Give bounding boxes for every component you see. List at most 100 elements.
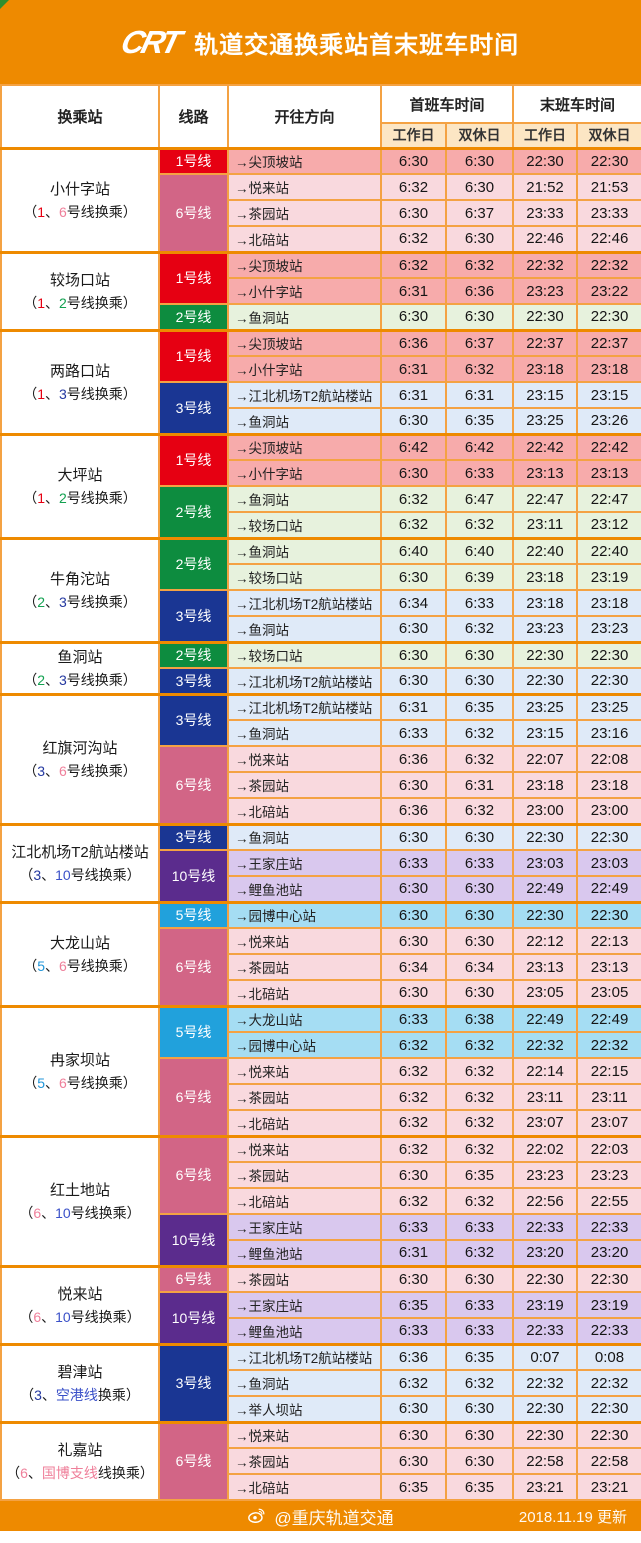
time-cell: 22:47 xyxy=(512,485,579,513)
time-cell: 23:18 xyxy=(512,589,579,617)
time-cell: 23:20 xyxy=(512,1239,579,1267)
time-cell: 23:05 xyxy=(576,979,641,1007)
direction-cell: →茶园站 xyxy=(227,199,382,227)
station-cell: 悦来站 （6、10号线换乘） xyxy=(0,1264,160,1345)
table-row: →茶园站 6:30 6:30 22:58 22:58 xyxy=(1,1447,641,1475)
direction-cell: →江北机场T2航站楼站 xyxy=(227,381,382,409)
time-cell: 23:07 xyxy=(576,1109,641,1137)
time-cell: 22:56 xyxy=(512,1187,579,1215)
time-cell: 22:30 xyxy=(512,1420,579,1449)
line-badge: 6号线 xyxy=(158,1420,229,1501)
time-cell: 6:32 xyxy=(444,797,515,825)
time-cell: 6:31 xyxy=(380,692,447,721)
table-row: →鱼洞站 6:33 6:32 23:15 23:16 xyxy=(1,719,641,747)
time-cell: 23:18 xyxy=(576,771,641,799)
table-row: →鱼洞站 6:30 6:35 23:25 23:26 xyxy=(1,407,641,435)
station-cell: 江北机场T2航站楼站 （3、10号线换乘） xyxy=(0,822,160,903)
time-cell: 23:19 xyxy=(576,1291,641,1319)
time-cell: 22:30 xyxy=(576,1420,641,1449)
table-row: 6号线 →悦来站 6:30 6:30 22:12 22:13 xyxy=(1,927,641,1007)
timetable: 换乘站 线路 开往方向 首班车时间 末班车时间 工作日 双休日 工作日 双休日 … xyxy=(0,84,641,1501)
time-cell: 6:35 xyxy=(444,1342,515,1371)
station-cell: 红土地站 （6、10号线换乘） xyxy=(0,1134,160,1267)
time-cell: 6:33 xyxy=(380,849,447,877)
time-cell: 6:35 xyxy=(380,1473,447,1501)
station-transfer-note: （3、空港线换乘） xyxy=(20,1387,140,1403)
col-header-first-weekend: 双休日 xyxy=(444,122,515,149)
time-cell: 6:30 xyxy=(380,979,447,1007)
time-cell: 6:30 xyxy=(444,1264,515,1293)
time-cell: 6:30 xyxy=(444,667,515,695)
station-transfer-note: （6、国博支线线换乘） xyxy=(6,1465,154,1482)
table-row: →北碚站 6:30 6:30 23:05 23:05 xyxy=(1,979,641,1007)
time-cell: 6:30 xyxy=(444,1395,515,1423)
direction-cell: →茶园站 xyxy=(227,1264,382,1293)
time-cell: 6:35 xyxy=(444,1161,515,1189)
direction-cell: →鱼洞站 xyxy=(227,407,382,435)
line-badge: 2号线 xyxy=(158,536,229,591)
time-cell: 22:33 xyxy=(576,1317,641,1345)
table-row: 3号线 →江北机场T2航站楼站 6:30 6:30 22:30 22:30 xyxy=(1,667,641,695)
direction-cell: →尖顶坡站 xyxy=(227,432,382,461)
time-cell: 22:33 xyxy=(512,1317,579,1345)
time-cell: 22:58 xyxy=(512,1447,579,1475)
col-header-last-weekend: 双休日 xyxy=(576,122,641,149)
time-cell: 23:23 xyxy=(512,615,579,643)
time-cell: 22:14 xyxy=(512,1057,579,1085)
time-cell: 6:32 xyxy=(444,1057,515,1085)
time-cell: 6:32 xyxy=(444,355,515,383)
time-cell: 6:30 xyxy=(380,1161,447,1189)
direction-cell: →江北机场T2航站楼站 xyxy=(227,1342,382,1371)
time-cell: 6:32 xyxy=(444,511,515,539)
line-badge: 3号线 xyxy=(158,589,229,643)
time-cell: 6:30 xyxy=(444,822,515,851)
station-transfer-note: （5、6号线换乘） xyxy=(23,958,137,974)
table-row: →鱼洞站 6:32 6:32 22:32 22:32 xyxy=(1,1369,641,1397)
time-cell: 6:30 xyxy=(380,407,447,435)
table-row: →小什字站 6:30 6:33 23:13 23:13 xyxy=(1,459,641,487)
time-cell: 6:30 xyxy=(444,875,515,903)
table-row: 小什字站 （1、6号线换乘） 1号线 →尖顶坡站 6:30 6:30 22:30 22:30 xyxy=(0,146,641,253)
time-cell: 22:30 xyxy=(576,146,641,175)
time-cell: 6:30 xyxy=(380,1264,447,1293)
table-row: 10号线 →王家庄站 6:33 6:33 23:03 23:03 xyxy=(1,849,641,903)
table-row: →北碚站 6:32 6:30 22:46 22:46 xyxy=(1,225,641,253)
timetable-body: 小什字站 （1、6号线换乘） 1号线 →尖顶坡站 6:30 6:30 22:30 22:30 6… xyxy=(0,146,641,1501)
time-cell: 6:32 xyxy=(444,615,515,643)
direction-cell: →鱼洞站 xyxy=(227,303,382,331)
footer: @重庆轨道交通 2018.11.19 更新 xyxy=(0,1501,641,1531)
time-cell: 22:32 xyxy=(512,1369,579,1397)
time-cell: 6:31 xyxy=(444,381,515,409)
time-cell: 6:36 xyxy=(444,277,515,305)
direction-cell: →尖顶坡站 xyxy=(227,146,382,175)
table-row: 6号线 →悦来站 6:32 6:32 22:14 22:15 xyxy=(1,1057,641,1137)
time-cell: 6:32 xyxy=(380,1109,447,1137)
time-cell: 6:33 xyxy=(380,1004,447,1033)
time-cell: 6:32 xyxy=(444,1134,515,1163)
time-cell: 6:32 xyxy=(380,511,447,539)
time-cell: 6:30 xyxy=(380,667,447,695)
time-cell: 6:34 xyxy=(444,953,515,981)
time-cell: 6:30 xyxy=(380,1447,447,1475)
table-row: 悦来站 （6、10号线换乘） 6号线 →茶园站 6:30 6:30 22:30 22:30 xyxy=(0,1264,641,1345)
time-cell: 6:32 xyxy=(444,745,515,773)
weibo-icon xyxy=(247,1506,267,1526)
time-cell: 6:30 xyxy=(380,199,447,227)
col-header-last-train: 末班车时间 xyxy=(512,84,641,124)
time-cell: 6:30 xyxy=(380,875,447,903)
time-cell: 21:53 xyxy=(576,173,641,201)
station-transfer-note: （6、10号线换乘） xyxy=(19,1309,141,1325)
line-badge: 6号线 xyxy=(158,927,229,1007)
direction-cell: →小什字站 xyxy=(227,277,382,305)
time-cell: 6:35 xyxy=(444,692,515,721)
station-transfer-note: （5、6号线换乘） xyxy=(23,1075,137,1091)
table-header-row: 换乘站 线路 开往方向 首班车时间 末班车时间 xyxy=(0,84,641,149)
time-cell: 23:19 xyxy=(576,563,641,591)
direction-cell: →鱼洞站 xyxy=(227,719,382,747)
direction-cell: →茶园站 xyxy=(227,953,382,981)
time-cell: 22:49 xyxy=(512,1004,579,1033)
direction-cell: →王家庄站 xyxy=(227,1213,382,1241)
table-row: 2号线 →鱼洞站 6:32 6:47 22:47 22:47 xyxy=(1,485,641,539)
time-cell: 6:36 xyxy=(380,797,447,825)
